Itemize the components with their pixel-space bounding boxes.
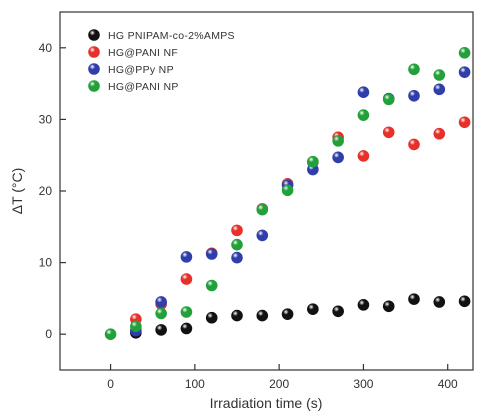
data-point	[231, 309, 243, 322]
y-tick-label: 0	[45, 327, 52, 341]
data-point	[357, 150, 370, 162]
legend-marker	[88, 29, 100, 41]
y-tick-label: 40	[39, 41, 53, 55]
data-point	[307, 303, 319, 315]
data-point	[231, 251, 243, 264]
data-point	[155, 307, 167, 320]
x-tick-label: 100	[185, 377, 205, 391]
data-point	[180, 251, 193, 263]
data-point	[408, 293, 420, 305]
data-point	[332, 151, 344, 164]
data-point	[256, 309, 269, 322]
x-tick-label: 300	[353, 377, 373, 391]
data-point	[382, 126, 395, 139]
data-point	[205, 311, 218, 324]
data-point	[408, 138, 420, 151]
data-point	[281, 184, 294, 197]
legend-marker	[88, 80, 100, 92]
y-axis-title: ΔT (°C)	[9, 168, 25, 215]
data-point	[433, 69, 446, 81]
data-point	[205, 279, 218, 292]
data-point	[231, 238, 243, 251]
data-point	[357, 86, 370, 98]
y-tick-label: 10	[39, 256, 53, 270]
data-point	[130, 320, 142, 333]
legend: HG PNIPAM-co-2%AMPS HG@PANI NF HG@PPy NP HG…	[88, 29, 235, 93]
data-point	[332, 135, 344, 147]
data-point	[433, 296, 446, 308]
x-tick-label: 400	[438, 377, 458, 391]
data-point	[180, 306, 193, 318]
data-point	[307, 155, 319, 168]
data-points	[104, 47, 471, 341]
data-point	[155, 296, 167, 308]
data-point	[458, 47, 471, 59]
data-point	[155, 324, 167, 336]
data-point	[433, 127, 446, 140]
data-point	[256, 203, 269, 216]
data-point	[382, 300, 395, 313]
axis-ticks: 0 100 200 300 400 0 10 20 30 40	[39, 41, 458, 391]
data-point	[458, 295, 471, 308]
data-point	[205, 248, 218, 260]
x-tick-label: 200	[269, 377, 289, 391]
x-tick-label: 0	[107, 377, 114, 391]
data-point	[231, 224, 243, 237]
data-point	[458, 66, 471, 78]
data-point	[408, 63, 420, 76]
x-axis-title: Irradiation time (s)	[210, 395, 323, 411]
legend-marker	[88, 46, 100, 58]
legend-label: HG PNIPAM-co-2%AMPS	[108, 30, 235, 42]
data-point	[433, 83, 446, 96]
data-point	[256, 229, 269, 242]
y-tick-label: 20	[39, 184, 53, 198]
data-point	[180, 273, 193, 285]
data-point	[357, 109, 370, 121]
data-point	[332, 305, 344, 318]
legend-label: HG@PANI NF	[108, 47, 178, 59]
y-tick-label: 30	[39, 112, 53, 126]
data-point	[180, 322, 193, 335]
data-point	[357, 299, 370, 311]
data-point	[408, 89, 420, 102]
data-point	[458, 116, 471, 129]
legend-label: HG@PANI NP	[108, 81, 179, 93]
legend-marker	[88, 63, 100, 75]
data-point	[382, 93, 395, 106]
legend-label: HG@PPy NP	[108, 64, 174, 76]
data-point	[104, 328, 117, 341]
data-point	[281, 308, 294, 320]
